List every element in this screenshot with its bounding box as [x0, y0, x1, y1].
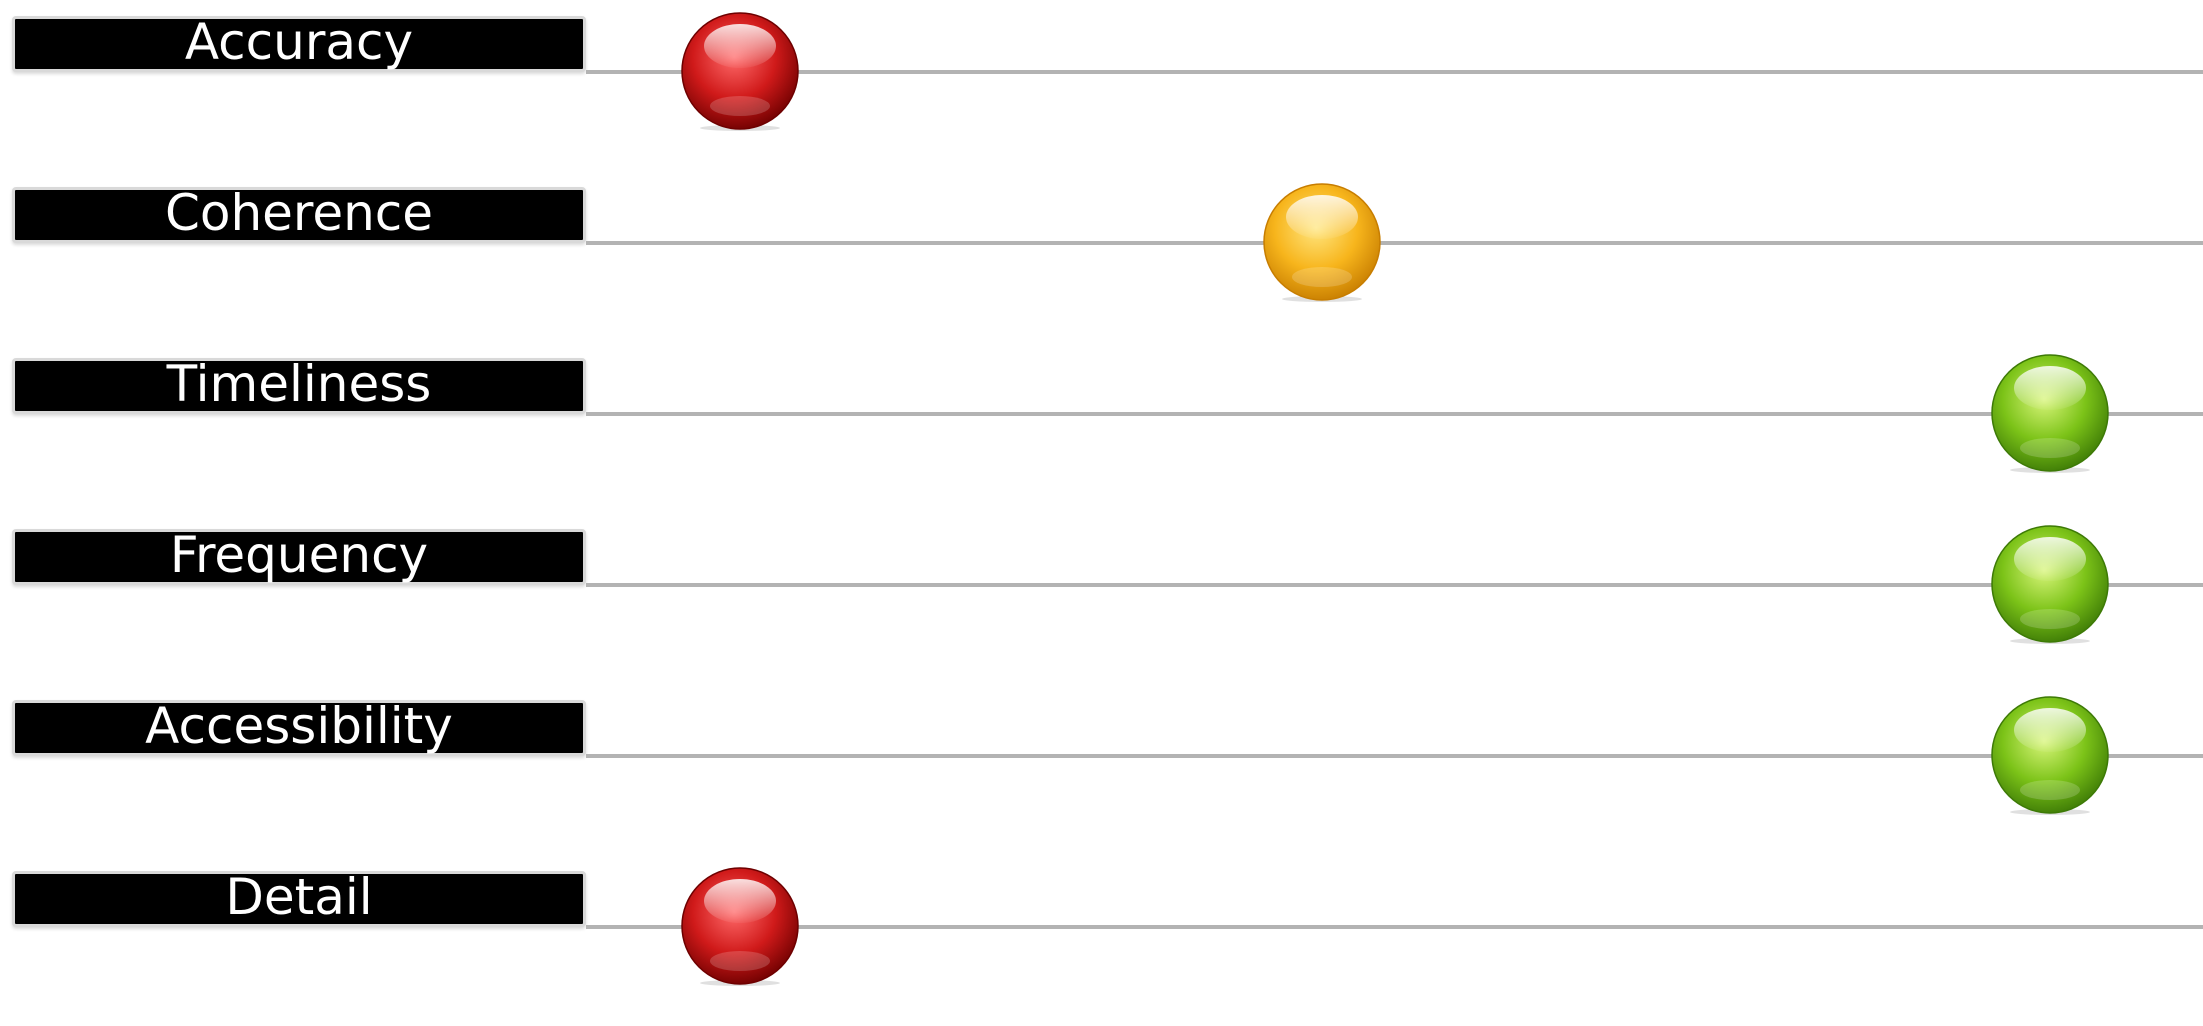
indicator-label-box: Frequency: [12, 526, 586, 585]
indicator-row: Detail: [0, 855, 2203, 1026]
indicator-row: Coherence: [0, 171, 2203, 342]
indicator-row: Accuracy: [0, 0, 2203, 171]
indicator-track-line: [586, 412, 2203, 416]
indicator-row: Accessibility: [0, 684, 2203, 855]
indicator-label: Frequency: [169, 526, 429, 584]
indicator-label-box: Detail: [12, 868, 586, 927]
red-status-ball-icon: [679, 865, 801, 987]
indicator-label: Accessibility: [145, 697, 453, 755]
indicator-track-line: [586, 70, 2203, 74]
indicator-label-box: Timeliness: [12, 355, 586, 414]
indicator-label: Accuracy: [184, 13, 414, 71]
indicator-label: Detail: [225, 868, 373, 926]
indicator-row: Timeliness: [0, 342, 2203, 513]
indicator-track-line: [586, 754, 2203, 758]
indicator-row: Frequency: [0, 513, 2203, 684]
indicator-label-box: Coherence: [12, 184, 586, 243]
green-status-ball-icon: [1989, 523, 2111, 645]
indicator-track-line: [586, 583, 2203, 587]
green-status-ball-icon: [1989, 694, 2111, 816]
indicator-label: Timeliness: [166, 355, 432, 413]
green-status-ball-icon: [1989, 352, 2111, 474]
indicator-label-box: Accuracy: [12, 13, 586, 72]
indicator-label: Coherence: [164, 184, 434, 242]
amber-status-ball-icon: [1261, 181, 1383, 303]
indicator-track-line: [586, 925, 2203, 929]
indicator-track-line: [586, 241, 2203, 245]
indicator-label-box: Accessibility: [12, 697, 586, 756]
red-status-ball-icon: [679, 10, 801, 132]
